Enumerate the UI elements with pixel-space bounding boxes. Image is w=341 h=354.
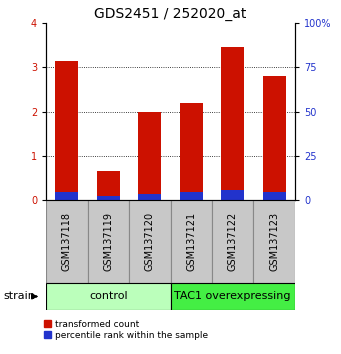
Bar — [88, 200, 129, 283]
Bar — [170, 200, 212, 283]
Bar — [212, 200, 253, 283]
Bar — [138, 112, 161, 200]
Text: GSM137121: GSM137121 — [186, 212, 196, 271]
Bar — [97, 196, 120, 200]
Text: control: control — [89, 291, 128, 302]
Bar — [221, 190, 244, 200]
Bar — [55, 61, 78, 200]
Title: GDS2451 / 252020_at: GDS2451 / 252020_at — [94, 7, 247, 21]
Bar — [170, 283, 295, 310]
Bar — [263, 192, 286, 200]
Bar — [97, 171, 120, 200]
Legend: transformed count, percentile rank within the sample: transformed count, percentile rank withi… — [44, 320, 208, 340]
Bar — [55, 192, 78, 200]
Text: GSM137118: GSM137118 — [62, 212, 72, 271]
Bar — [180, 103, 203, 200]
Bar — [180, 193, 203, 200]
Text: GSM137122: GSM137122 — [228, 212, 238, 271]
Bar — [253, 200, 295, 283]
Bar — [263, 76, 286, 200]
Bar — [46, 283, 170, 310]
Bar — [138, 194, 161, 200]
Text: GSM137119: GSM137119 — [103, 212, 113, 271]
Text: GSM137120: GSM137120 — [145, 212, 155, 271]
Text: TAC1 overexpressing: TAC1 overexpressing — [175, 291, 291, 302]
Text: strain: strain — [3, 291, 35, 302]
Text: GSM137123: GSM137123 — [269, 212, 279, 271]
Bar — [221, 47, 244, 200]
Bar — [129, 200, 170, 283]
Bar — [46, 200, 88, 283]
